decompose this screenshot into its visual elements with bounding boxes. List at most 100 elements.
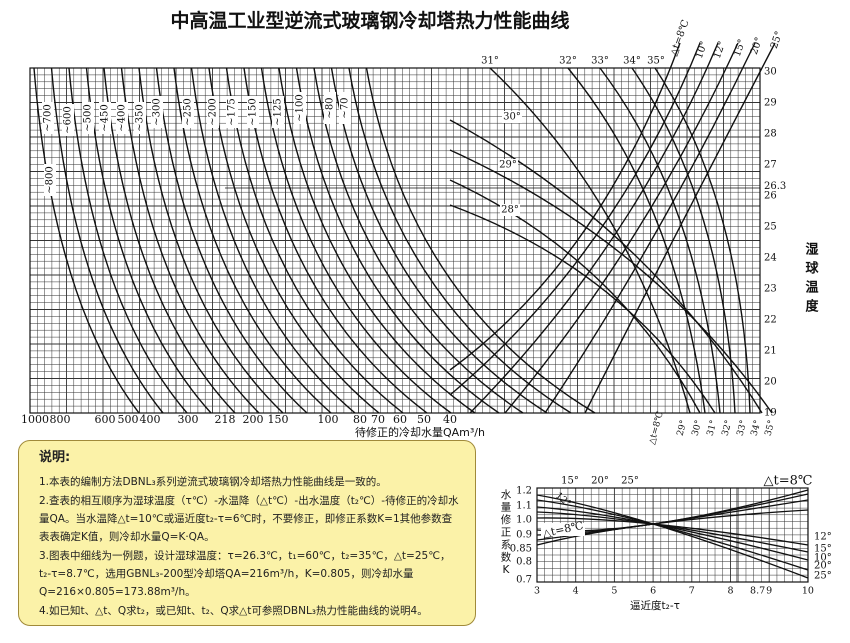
- top-label: 35°: [647, 56, 665, 67]
- curve: [489, 67, 691, 414]
- curve-label: ~150: [248, 98, 259, 125]
- bottom-label: 31°: [706, 419, 720, 437]
- inner-label: 28°: [501, 205, 519, 216]
- curve: [190, 67, 356, 414]
- x-tick-label: 200: [243, 413, 264, 426]
- top-label: 12°: [712, 40, 728, 60]
- y-tick-label: 1.2: [516, 486, 532, 497]
- curve: [469, 42, 719, 414]
- curve: [449, 204, 716, 414]
- x-tick-label: 600: [95, 413, 116, 426]
- bottom-label: 30°: [691, 419, 705, 437]
- curve-label: 15°: [814, 544, 832, 555]
- curve: [348, 67, 572, 414]
- note-item: 3.图表中细线为一例题，设计湿球温度：τ=26.3℃，t₁=60℃，t₂=35℃…: [39, 550, 451, 598]
- curve: [504, 42, 739, 414]
- y-tick-label: 26.3: [764, 181, 786, 192]
- x-tick-label: 4: [573, 586, 579, 597]
- curve: [654, 67, 751, 414]
- y-axis-title: 修: [501, 513, 512, 526]
- curve-label: 12°: [814, 532, 832, 543]
- label-bg: [247, 96, 259, 128]
- curve: [278, 67, 476, 414]
- curve: [449, 119, 763, 414]
- top-label: 31°: [481, 56, 499, 67]
- top-label: 20°: [749, 36, 765, 56]
- label-bg: [502, 111, 522, 123]
- x-tick-label: 40: [443, 413, 457, 426]
- y-tick-label: 20: [764, 377, 777, 388]
- label-bg: [500, 204, 520, 216]
- x-tick-label: 300: [178, 413, 199, 426]
- label-bg: [339, 92, 351, 124]
- label-bg: [226, 96, 238, 128]
- curve: [449, 42, 701, 396]
- x-tick-label: 5: [611, 586, 617, 597]
- top-label: △t=8℃: [668, 18, 691, 57]
- label-bg: [182, 96, 194, 128]
- notes-title: 说明:: [39, 450, 71, 465]
- curve: [544, 42, 756, 414]
- curve-label: ~80: [325, 97, 336, 118]
- top-label: 15°: [732, 38, 748, 58]
- curve: [449, 179, 701, 414]
- curve: [599, 67, 721, 414]
- curve-label: ~175: [227, 98, 238, 125]
- label-bg: [99, 102, 111, 134]
- top-label: 10°: [694, 40, 710, 60]
- top-label: 15°: [561, 476, 579, 487]
- y-axis-title: 数: [501, 551, 512, 564]
- curve: [68, 67, 188, 414]
- curve: [33, 67, 140, 414]
- x-axis-title: 逼近度t₂-τ: [630, 599, 680, 612]
- curve: [155, 67, 308, 414]
- y-axis-title: 正: [501, 527, 512, 539]
- label-bg: [42, 102, 54, 134]
- label-bg: [44, 164, 56, 196]
- curve-label: ~300: [152, 98, 163, 125]
- y-tick-label: 25: [764, 222, 777, 233]
- curve-label: ~250: [183, 98, 194, 125]
- curve-label: 25°: [814, 571, 832, 582]
- x-tick-label: 7: [689, 586, 695, 597]
- x-axis-title: 待修正的冷却水量QAm³/h: [355, 425, 485, 439]
- curve-label: ~70: [340, 97, 351, 118]
- x-tick-label: 218: [215, 413, 236, 426]
- label-bg: [62, 104, 74, 136]
- curve-label: ~800: [45, 166, 56, 193]
- y-axis-title: 系: [501, 539, 512, 551]
- y-tick-label: 28: [764, 129, 777, 140]
- curve-label: ~100: [295, 94, 306, 121]
- label-bg: [134, 102, 146, 134]
- y-axis-title: 球: [805, 261, 819, 277]
- curve-label: ~600: [63, 106, 74, 133]
- curve-label: ~700: [43, 104, 54, 131]
- label-bg: [82, 102, 94, 134]
- inner-label: 30°: [503, 112, 521, 123]
- x-tick-label: 400: [140, 413, 161, 426]
- curve-label: ~125: [273, 98, 284, 125]
- label-bg: [207, 96, 219, 128]
- x-tick-label: 150: [268, 413, 289, 426]
- bottom-label: 35°: [764, 419, 778, 437]
- x-tick-label: 1000: [21, 413, 49, 426]
- x-tick-label: 50: [417, 413, 431, 426]
- top-label: 25°: [621, 476, 639, 487]
- bottom-label: 34°: [750, 419, 764, 437]
- curve-label: ~350: [135, 104, 146, 131]
- x-tick-label: 60: [393, 413, 407, 426]
- x-tick-label: 80: [353, 413, 367, 426]
- x-tick-label: 8: [727, 586, 733, 597]
- label-bg: [272, 96, 284, 128]
- top-label: 33°: [591, 56, 609, 67]
- bottom-label: 32°: [721, 419, 735, 437]
- y-tick-label: 0.7: [516, 575, 532, 586]
- inner-label: 29°: [499, 160, 517, 171]
- x-tick-label: 6: [650, 586, 656, 597]
- curve: [120, 67, 260, 414]
- y-axis-title: 湿: [805, 243, 818, 258]
- notes-box: 说明: 1.本表的编制方法DBNL₃系列逆流式玻璃钢冷却塔热力性能曲线是一致的。…: [18, 440, 476, 626]
- y-tick-label: 21: [764, 346, 777, 357]
- curve: [225, 67, 404, 414]
- y-tick-label: 26: [764, 191, 777, 202]
